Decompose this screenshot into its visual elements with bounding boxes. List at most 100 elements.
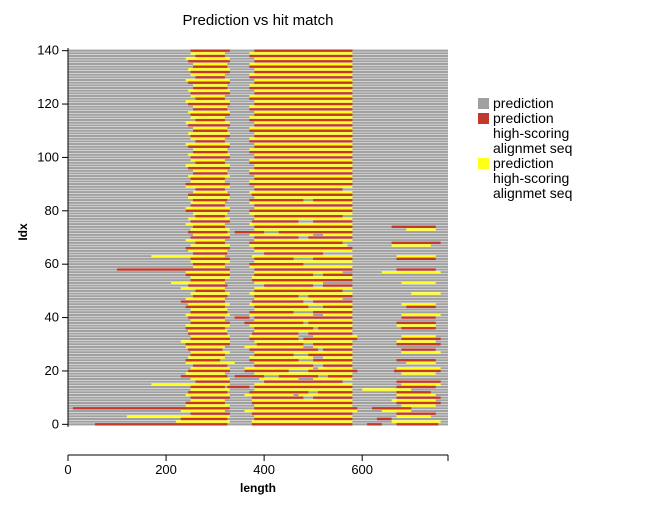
alignment-bar-red bbox=[308, 236, 353, 239]
alignment-bar-red bbox=[193, 225, 225, 229]
alignment-bar-red bbox=[396, 343, 441, 346]
alignment-bar-red bbox=[251, 193, 353, 196]
alignment-bar-red bbox=[249, 150, 353, 154]
alignment-bar-red bbox=[396, 385, 436, 389]
alignment-bar-yellow bbox=[322, 233, 353, 237]
alignment-bar-yellow bbox=[170, 281, 225, 285]
alignment-bar-yellow bbox=[251, 399, 353, 402]
alignment-bar-red bbox=[249, 86, 353, 90]
alignment-bar-red bbox=[254, 246, 353, 250]
alignment-bar-yellow bbox=[249, 233, 314, 237]
alignment-bar-red bbox=[188, 391, 228, 394]
alignment-bar-red bbox=[249, 337, 299, 341]
alignment-bar-yellow bbox=[244, 367, 314, 370]
alignment-bar-red bbox=[254, 60, 353, 63]
alignment-bar-red bbox=[251, 279, 353, 282]
alignment-bar-red bbox=[406, 305, 436, 309]
alignment-bar-yellow bbox=[190, 116, 225, 119]
alignment-bar-yellow bbox=[249, 137, 353, 140]
alignment-bar-red bbox=[190, 257, 230, 261]
alignment-bar-red bbox=[249, 54, 353, 58]
alignment-bar-yellow bbox=[190, 351, 230, 354]
x-tick-label: 0 bbox=[64, 462, 71, 477]
alignment-bar-red bbox=[327, 375, 353, 378]
alignment-bar-red bbox=[251, 401, 353, 405]
alignment-bar-red bbox=[249, 65, 353, 68]
alignment-bar-red bbox=[254, 407, 358, 410]
alignment-bar-red bbox=[313, 343, 353, 346]
alignment-bar-yellow bbox=[254, 68, 353, 71]
alignment-bar-red bbox=[396, 257, 436, 261]
alignment-bar-yellow bbox=[244, 345, 304, 349]
alignment-bar-yellow bbox=[322, 356, 353, 359]
alignment-bar-yellow bbox=[254, 404, 353, 407]
alignment-bar-red bbox=[264, 284, 314, 287]
alignment-bar-red bbox=[396, 359, 436, 362]
alignment-bar-yellow bbox=[193, 169, 228, 172]
alignment-bar-yellow bbox=[362, 388, 412, 391]
alignment-bar-red bbox=[190, 134, 230, 138]
alignment-bar-red bbox=[195, 188, 225, 191]
alignment-bar-red bbox=[195, 380, 230, 383]
alignment-bar-yellow bbox=[254, 308, 353, 311]
alignment-bar-yellow bbox=[190, 94, 225, 98]
legend-swatch bbox=[478, 158, 489, 169]
alignment-bar-yellow bbox=[254, 249, 353, 253]
alignment-bar-red bbox=[396, 380, 441, 383]
alignment-bar-red bbox=[180, 375, 228, 378]
alignment-bar-red bbox=[254, 417, 353, 421]
alignment-bar-red bbox=[249, 241, 343, 245]
alignment-bar-red bbox=[251, 332, 299, 335]
alignment-bar-yellow bbox=[188, 153, 230, 156]
alignment-bar-red bbox=[185, 359, 220, 362]
alignment-bar-yellow bbox=[190, 228, 230, 231]
alignment-bar-yellow bbox=[254, 174, 353, 178]
alignment-bar-red bbox=[180, 300, 225, 303]
alignment-bar-yellow bbox=[254, 110, 353, 114]
alignment-bar-red bbox=[185, 273, 230, 277]
alignment-bar-yellow bbox=[175, 420, 230, 423]
alignment-bar-yellow bbox=[254, 57, 353, 60]
alignment-bar-red bbox=[313, 396, 353, 399]
alignment-bar-red bbox=[193, 129, 228, 132]
alignment-bar-red bbox=[185, 327, 225, 330]
alignment-bar-yellow bbox=[193, 126, 228, 130]
alignment-bar-red bbox=[254, 166, 353, 170]
alignment-bar-yellow bbox=[193, 84, 228, 87]
alignment-bar-yellow bbox=[151, 254, 225, 258]
alignment-bar-yellow bbox=[188, 174, 230, 178]
alignment-bar-red bbox=[94, 423, 228, 426]
alignment-bar-red bbox=[278, 230, 353, 234]
alignment-bar-yellow bbox=[254, 164, 353, 167]
alignment-bar-yellow bbox=[249, 303, 353, 306]
alignment-bar-red bbox=[195, 289, 225, 293]
alignment-bar-red bbox=[396, 268, 436, 271]
alignment-bar-red bbox=[185, 343, 230, 346]
alignment-bar-red bbox=[190, 113, 230, 116]
y-tick-label: 0 bbox=[52, 416, 59, 431]
alignment-bar-yellow bbox=[254, 228, 353, 231]
legend-label-line: prediction bbox=[493, 155, 554, 171]
alignment-bar-red bbox=[256, 343, 304, 346]
y-tick-label: 120 bbox=[37, 96, 59, 111]
x-tick-label: 200 bbox=[155, 462, 177, 477]
alignment-bar-yellow bbox=[244, 409, 358, 413]
alignment-bar-yellow bbox=[249, 105, 353, 108]
alignment-bar-red bbox=[188, 166, 230, 170]
y-tick-label: 80 bbox=[45, 203, 59, 218]
alignment-bar-red bbox=[190, 49, 230, 52]
alignment-bar-yellow bbox=[193, 212, 228, 215]
alignment-bar-red bbox=[254, 268, 353, 271]
alignment-bar-red bbox=[401, 348, 436, 351]
alignment-bar-yellow bbox=[190, 388, 230, 391]
alignment-bar-red bbox=[254, 364, 314, 367]
alignment-bar-red bbox=[234, 230, 265, 234]
alignment-bar-red bbox=[185, 182, 230, 186]
y-axis: 0 20 40 60 80 100 120 140 bbox=[37, 43, 69, 431]
legend-label-line: alignmet seq bbox=[493, 185, 572, 201]
alignment-bar-yellow bbox=[254, 196, 353, 199]
alignment-bar-yellow bbox=[249, 52, 353, 55]
alignment-bar-red bbox=[185, 246, 230, 250]
alignment-bar-red bbox=[190, 337, 230, 341]
